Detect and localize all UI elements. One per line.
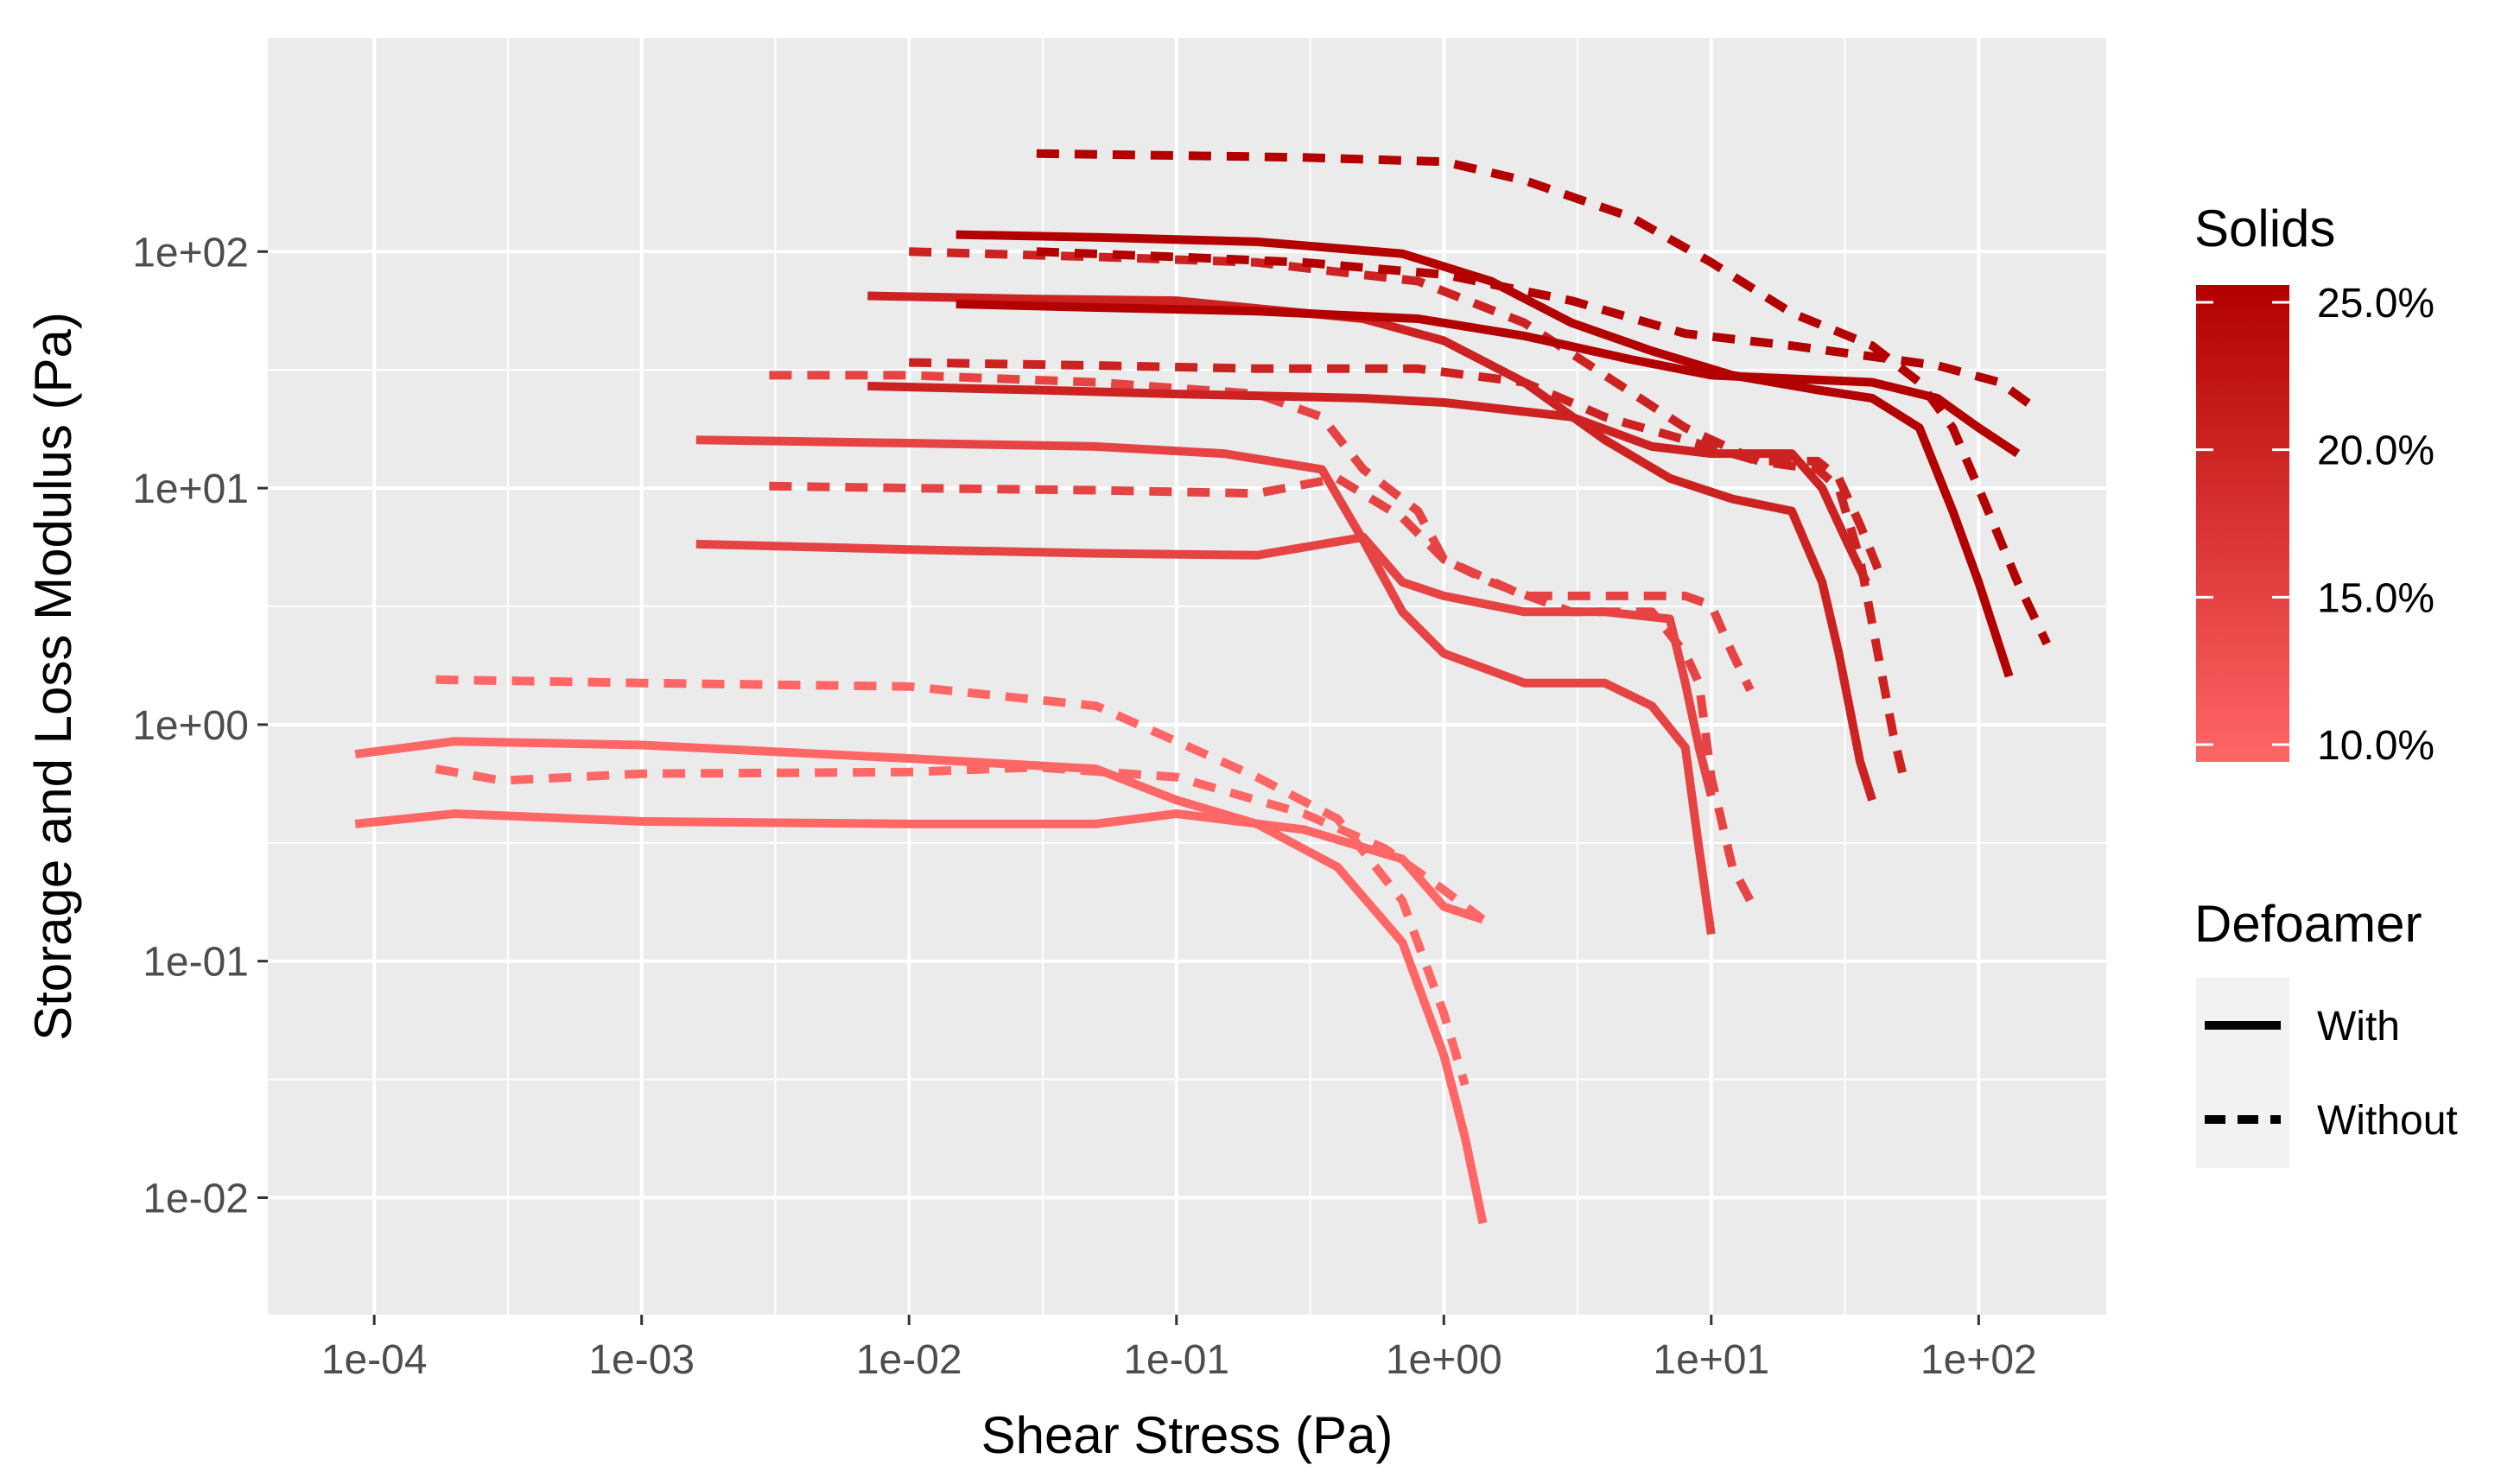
legend: Solids 25.0% 20.0% 15.0% 10.0% Defoamer Wit… xyxy=(2194,200,2458,1168)
series-layer xyxy=(354,149,2051,1225)
x-tick-label: 1e-03 xyxy=(588,1337,695,1383)
plot-panel xyxy=(268,38,2106,1315)
x-tick-label: 1e-04 xyxy=(321,1337,428,1383)
series-line-storage-25-with xyxy=(955,230,2014,678)
series-line-loss-15-with xyxy=(695,532,1716,797)
colorbar-label: 15.0% xyxy=(2317,575,2435,621)
y-tick-label: 1e+01 xyxy=(132,466,249,512)
series-line-loss-25-with xyxy=(955,300,2021,458)
linetype-keys: With Without xyxy=(2205,1004,2458,1144)
series-line-loss-10-without xyxy=(435,763,1486,923)
series-line-storage-10-with xyxy=(354,737,1488,1225)
y-tick-label: 1e-01 xyxy=(143,940,249,986)
series-line-loss-10-with xyxy=(354,809,1485,924)
linetype-label: Without xyxy=(2317,1098,2458,1144)
y-tick-label: 1e+02 xyxy=(132,230,249,276)
grid xyxy=(268,38,2106,1315)
x-tick-label: 1e+02 xyxy=(1920,1337,2037,1383)
colorbar-ticks: 25.0% 20.0% 15.0% 10.0% xyxy=(2196,281,2435,769)
solids-colorbar xyxy=(2196,285,2289,762)
series-line-storage-25-without xyxy=(1036,149,2051,646)
series-line-storage-20-with xyxy=(867,291,1876,802)
series-line-loss-20-without xyxy=(909,358,1888,584)
x-tick-label: 1e+01 xyxy=(1653,1337,1769,1383)
x-axis-title: Shear Stress (Pa) xyxy=(981,1406,1393,1464)
series-line-storage-20-without xyxy=(909,247,1908,775)
x-tick-label: 1e+00 xyxy=(1386,1337,1502,1383)
y-tick-label: 1e+00 xyxy=(132,703,249,749)
linetype-key-background xyxy=(2196,978,2289,1168)
series-line-loss-25-without xyxy=(1036,247,2043,415)
colorbar-label: 25.0% xyxy=(2317,281,2435,327)
legend-defoamer-title: Defoamer xyxy=(2194,895,2422,953)
axes: 1e-04 1e-03 1e-02 1e-01 1e+00 1e+01 1e+02 1e-02… xyxy=(132,230,2037,1383)
colorbar-label: 20.0% xyxy=(2317,428,2435,474)
series-line-loss-20-with xyxy=(867,382,1870,585)
y-axis-title: Storage and Loss Modulus (Pa) xyxy=(24,312,82,1041)
x-tick-label: 1e-02 xyxy=(856,1337,962,1383)
colorbar-label: 10.0% xyxy=(2317,723,2435,769)
y-tick-label: 1e-02 xyxy=(143,1176,249,1222)
linetype-label: With xyxy=(2317,1004,2400,1050)
series-line-loss-15-without xyxy=(769,473,1755,693)
x-tick-label: 1e-01 xyxy=(1123,1337,1229,1383)
series-line-storage-15-with xyxy=(695,435,1716,935)
legend-solids-title: Solids xyxy=(2194,200,2335,257)
